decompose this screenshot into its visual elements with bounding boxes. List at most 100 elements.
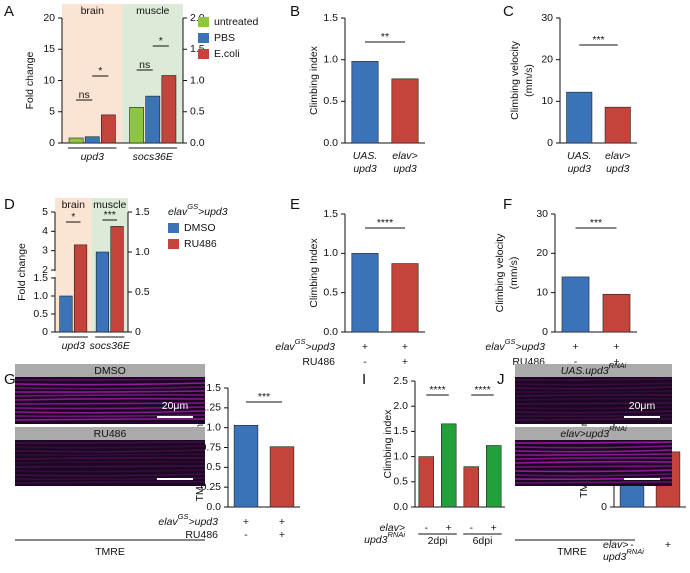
condition-level: + (446, 522, 452, 534)
y-tick-label: 1.0 (33, 290, 48, 302)
y-axis-label: Fold change (24, 51, 36, 109)
legend-label: E.coli (214, 48, 240, 60)
y-tick-label: 30 (536, 208, 548, 220)
scale-label: 20μm (629, 400, 656, 412)
muscle-striation (14, 394, 206, 397)
y-tick-label: 1.5 (393, 425, 408, 437)
x-tick-label: upd3 (62, 340, 86, 352)
significance-label: *** (104, 209, 116, 221)
condition-level: - (363, 356, 367, 368)
condition-label: elav> (380, 522, 405, 534)
group-label: 2dpi (428, 535, 448, 547)
x-tick-label: socs36E (133, 151, 174, 163)
y-tick-label: 0.5 (206, 461, 221, 473)
muscle-striation (514, 397, 673, 401)
y-tick-label: 1.5 (33, 272, 48, 284)
muscle-striation (14, 414, 206, 418)
condition-label: upd3RNAi (364, 530, 405, 545)
muscle-striation (14, 449, 206, 453)
muscle-striation (514, 378, 673, 381)
muscle-striation (514, 473, 673, 477)
significance-label: **** (474, 384, 490, 396)
y-tick-label: 0 (542, 326, 548, 338)
muscle-striation (514, 465, 673, 468)
caption-bar (15, 364, 205, 377)
scale-label: 20μm (162, 400, 189, 412)
bar (441, 423, 457, 508)
muscle-striation (514, 394, 673, 397)
text-segment: UAS.upd3 (561, 365, 609, 377)
x-tick-label: elav> (605, 150, 630, 162)
y-tick-label: 0.75 (201, 441, 222, 453)
y-tick-label: 20 (43, 12, 55, 24)
y-tick-label: 1.0 (323, 53, 338, 65)
muscle-striation (514, 457, 673, 460)
text-segment: RU486 (94, 428, 127, 440)
bar (561, 276, 590, 333)
text-segment: elav> (603, 539, 628, 551)
x-tick-label: upd3 (393, 163, 417, 175)
panel-label: I (362, 371, 366, 388)
muscle-striation (514, 414, 673, 418)
muscle-striation (14, 453, 206, 456)
significance-label: ** (381, 31, 389, 43)
bar (95, 251, 110, 333)
image-caption: DMSO (94, 365, 126, 377)
region-label: muscle (93, 199, 126, 211)
muscle-striation (514, 445, 673, 449)
text-segment: >upd3 (306, 341, 336, 353)
text-segment: GS (178, 512, 189, 521)
condition-level: + (613, 341, 619, 353)
y-tick-label: 0 (42, 326, 48, 338)
y-tick-label: 0.5 (323, 95, 338, 107)
bar (463, 466, 479, 508)
condition-level: + (402, 356, 408, 368)
legend-label: PBS (214, 32, 235, 44)
text-segment: elav>upd3 (560, 428, 609, 440)
y-tick-label: 1.0 (393, 450, 408, 462)
bar (602, 293, 631, 333)
legend-title: elavGS>upd3 (168, 202, 228, 217)
condition-level: + (402, 341, 408, 353)
y-axis-label: Climbing index (382, 409, 394, 479)
region-label: brain (62, 199, 86, 211)
y-tick-label: 0 (601, 501, 607, 513)
condition-label: RU486 (302, 356, 335, 368)
bar (110, 226, 124, 333)
muscle-striation (14, 406, 206, 410)
bar (351, 253, 379, 333)
legend-swatch (168, 223, 179, 233)
text-segment: DMSO (94, 365, 126, 377)
y-tick-label: 1.5 (135, 206, 150, 218)
y-axis-label: Fold change (16, 243, 28, 301)
text-segment: RNAi (609, 361, 627, 370)
panel-label: B (290, 3, 300, 20)
condition-level: + (665, 539, 671, 551)
caption-bar (515, 364, 672, 377)
y-tick-label: 0.5 (190, 106, 205, 118)
condition-label: elavGS>upd3 (158, 512, 218, 527)
condition-label: upd3RNAi (603, 547, 644, 562)
text-segment: elav (485, 341, 505, 353)
condition-level: + (362, 341, 368, 353)
image-caption: RU486 (94, 428, 127, 440)
muscle-striation (514, 410, 673, 414)
text-segment: GS (505, 337, 516, 346)
condition-level: + (491, 522, 497, 534)
muscle-striation (14, 402, 206, 405)
x-tick-label: UAS. (567, 150, 592, 162)
significance-label: * (71, 211, 75, 223)
text-segment: upd3 (364, 534, 388, 546)
text-segment: upd3 (603, 551, 627, 563)
y-tick-label: 20 (541, 53, 553, 65)
bar (351, 61, 379, 144)
muscle-striation (514, 453, 673, 456)
bar (59, 295, 73, 333)
legend-swatch (198, 33, 209, 43)
bar (145, 95, 161, 144)
group-label: 6dpi (473, 535, 493, 547)
muscle-striation (514, 386, 673, 390)
muscle-striation (514, 418, 673, 421)
y-tick-label: 0.5 (393, 476, 408, 488)
x-tick-label: upd3 (81, 151, 105, 163)
